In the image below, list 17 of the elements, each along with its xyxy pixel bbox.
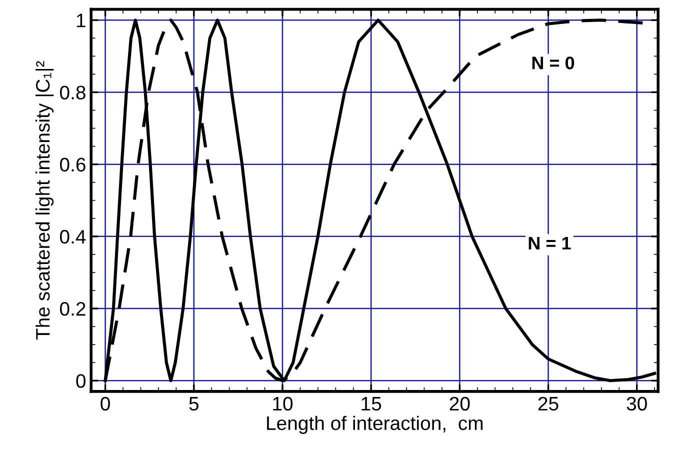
x-tick-label: 20: [450, 396, 470, 411]
x-tick-label: 0: [100, 396, 110, 411]
y-tick-label: 1: [76, 14, 86, 28]
y-tick-label: 0.6: [60, 158, 86, 172]
x-tick-label: 30: [626, 396, 647, 411]
x-tick-label: 25: [538, 396, 558, 411]
y-tick-label: 0.4: [60, 230, 86, 244]
x-tick-label: 15: [362, 397, 382, 411]
text: N = 1: [528, 237, 571, 250]
y-tick-label: 0.8: [60, 86, 86, 100]
x-axis-title: Length of interaction, cm: [267, 416, 483, 434]
x-tick-label: 5: [189, 397, 198, 411]
y-tick-label: 0.2: [60, 302, 86, 316]
x-tick-label: 10: [273, 396, 293, 411]
y-axis-title: The scattered light intensity |C₁|²: [35, 61, 54, 340]
y-tick-label: 0: [76, 374, 86, 388]
series-label: N = 0: [532, 56, 574, 70]
